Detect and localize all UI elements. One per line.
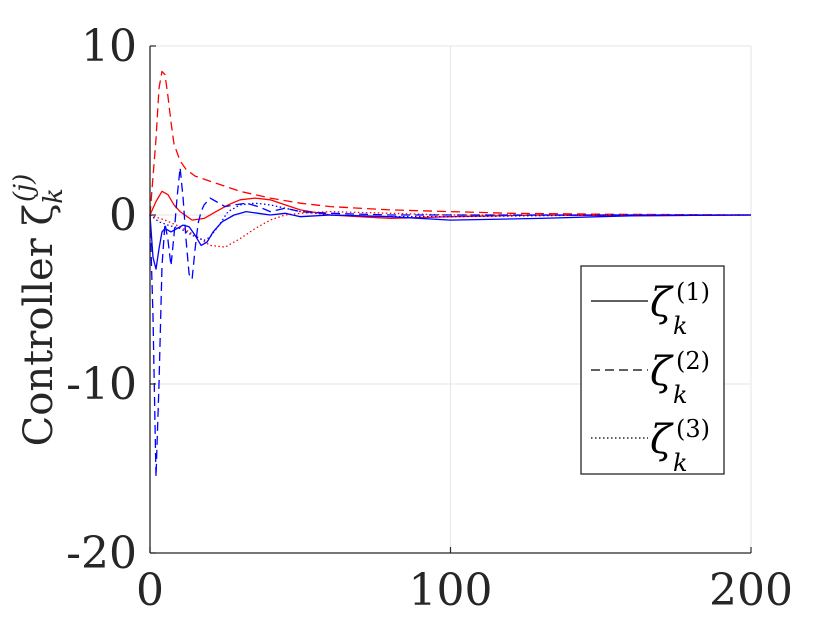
y-tick-label: -20: [66, 528, 137, 579]
series-line-4: [149, 210, 752, 270]
x-tick-label: 100: [409, 565, 493, 616]
svg-text:ζ: ζ: [650, 349, 674, 395]
legend-symbol-2: ζ: [650, 349, 674, 395]
series-line-6: [149, 202, 751, 241]
y-tick-label: 10: [81, 21, 137, 72]
x-tick-label: 0: [136, 565, 164, 616]
legend-sub-3: k: [673, 449, 688, 477]
svg-text:ζ: ζ: [650, 280, 674, 326]
series-line-2: [149, 70, 752, 216]
legend-entry-2: ζ (2) k: [591, 347, 710, 409]
series-line-3: [149, 210, 751, 248]
legend-sub-1: k: [673, 312, 688, 340]
legend-super-2: (2): [676, 347, 710, 375]
legend-sub-2: k: [673, 381, 688, 409]
legend-entry-3: ζ (3) k: [591, 415, 710, 477]
y-tick-label: 0: [109, 190, 137, 241]
series-layer: [149, 70, 752, 478]
y-tick-label: -10: [66, 359, 137, 410]
legend-symbol-3: ζ: [650, 417, 674, 463]
legend-super-1: (1): [676, 278, 710, 306]
y-axis-label: Controller ζk(j): [9, 174, 69, 447]
x-tick-label: 200: [709, 565, 793, 616]
series-line-1: [149, 190, 752, 221]
legend-super-3: (3): [676, 415, 710, 443]
series-line-5: [149, 167, 751, 478]
legend: ζ (1) k ζ (2) k ζ (3) k: [580, 265, 725, 477]
legend-entry-1: ζ (1) k: [591, 278, 710, 340]
svg-text:ζ: ζ: [650, 417, 674, 463]
legend-symbol-1: ζ: [650, 280, 674, 326]
axes: [149, 45, 752, 554]
